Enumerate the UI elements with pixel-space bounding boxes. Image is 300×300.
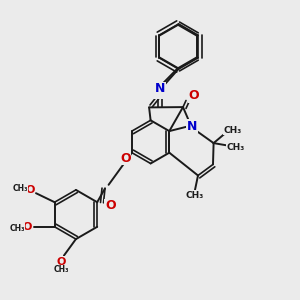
Text: O: O	[105, 199, 116, 212]
Text: O: O	[25, 185, 35, 195]
Text: CH₃: CH₃	[185, 190, 203, 200]
Text: O: O	[23, 222, 32, 232]
Text: O: O	[188, 89, 199, 103]
Text: CH₃: CH₃	[226, 142, 244, 152]
Text: O: O	[120, 152, 130, 165]
Text: N: N	[153, 85, 164, 98]
Text: CH₃: CH₃	[224, 126, 242, 135]
Text: N: N	[155, 82, 166, 95]
Text: CH₃: CH₃	[12, 184, 28, 193]
Text: CH₃: CH₃	[54, 266, 69, 274]
Text: CH₃: CH₃	[9, 224, 25, 233]
Text: N: N	[187, 119, 197, 133]
Text: O: O	[57, 256, 66, 267]
